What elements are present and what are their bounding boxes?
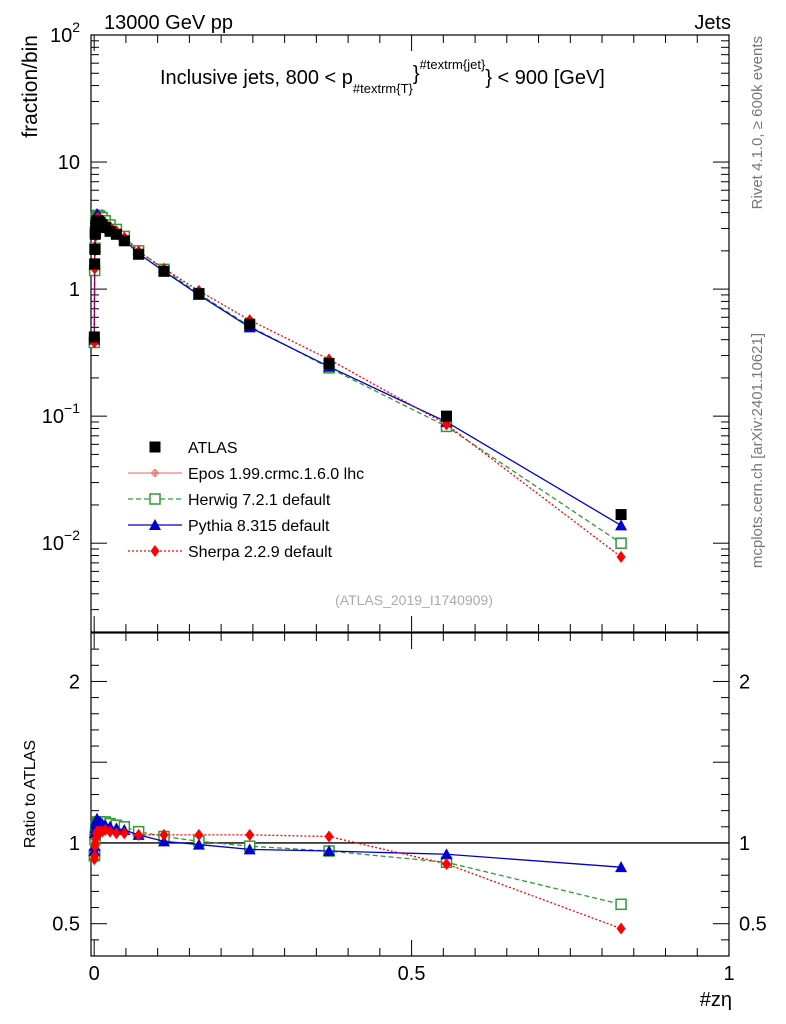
title-sup: #textrm{jet}	[420, 57, 486, 72]
ratio-sherpa-point	[105, 825, 115, 838]
legend-pythia-marker	[149, 519, 161, 530]
ratio-herwig-point	[615, 898, 627, 911]
title-rest: } < 900 [GeV]	[485, 67, 605, 89]
x-tick-label: 0.5	[398, 963, 426, 985]
ratio-sherpa-point	[324, 830, 334, 843]
ratio-sherpa-point	[616, 922, 626, 935]
ratio-ytick-label-right: 1	[739, 833, 750, 855]
main-atlas-point	[110, 228, 122, 240]
main-ylabel: fraction/bin	[19, 35, 42, 138]
header-right: Jets	[694, 12, 731, 34]
ratio-axis-ticks	[91, 632, 730, 957]
title-main: Inclusive jets, 800 < p	[160, 67, 353, 89]
main-herwig-point	[615, 537, 627, 549]
ratio-ytick-label-left: 1	[69, 833, 80, 855]
main-ytick-label: 102	[50, 19, 80, 47]
ratio-pythia-point	[243, 843, 256, 855]
ratio-ytick-label-right: 2	[739, 671, 750, 693]
main-atlas-point	[118, 235, 130, 247]
ratio-pythia-point	[440, 848, 453, 860]
legend-herwig-marker	[149, 493, 161, 505]
main-atlas-point	[193, 288, 205, 300]
ratio-sherpa-point	[442, 857, 452, 870]
main-series	[88, 208, 628, 563]
main-atlas-point	[323, 357, 335, 369]
main-ytick-base: 10	[50, 25, 72, 47]
legend: ATLAS Epos 1.99.crmc.1.6.0 lhc Herwig 7.2.…	[128, 440, 364, 561]
ratio-ytick-label-left: 0.5	[52, 914, 80, 936]
x-tick-label: 0	[89, 963, 100, 985]
main-atlas-point	[615, 509, 627, 521]
legend-sherpa-marker	[150, 545, 160, 557]
ratio-pythia-point	[192, 838, 205, 850]
ratio-panel: 2 21 10.5 0.5 0 0.5 1 Ratio to ATLAS #zη	[22, 632, 767, 1011]
ratio-ylabel: Ratio to ATLAS	[22, 740, 39, 848]
main-axis-ticks	[91, 34, 730, 633]
main-ytick-label: 1	[69, 279, 80, 301]
main-atlas-point	[88, 331, 100, 343]
rivet-label: Rivet 4.1.0, ≥ 600k events	[749, 36, 766, 209]
main-frame	[90, 34, 730, 633]
header-left: 13000 GeV pp	[104, 12, 233, 34]
main-atlas-point	[89, 258, 101, 270]
main-ytick-label: 10	[58, 152, 80, 174]
ratio-sherpa-point	[159, 828, 169, 841]
main-ytick-exp: 2	[72, 19, 80, 35]
ratio-series	[88, 812, 628, 935]
legend-epos-marker-ring	[151, 469, 159, 477]
ratio-pythia-point	[323, 845, 336, 857]
ratio-sherpa-line	[93, 829, 622, 930]
ratio-ytick-label-right: 0.5	[739, 914, 767, 936]
ratio-ytick-label-left: 2	[69, 671, 80, 693]
main-ytick-exp: −1	[64, 400, 80, 416]
main-atlas-point	[89, 243, 101, 255]
ratio-sherpa-point	[111, 827, 121, 840]
legend-epos-label: Epos 1.99.crmc.1.6.0 lhc	[188, 466, 364, 483]
main-ytick-base: 10	[42, 533, 64, 555]
ratio-y-tick-labels: 2 2 1 1 0.5 0.5	[52, 671, 767, 935]
main-sherpa-line	[93, 216, 622, 558]
main-ytick-exp: −2	[64, 527, 80, 543]
x-tick-label: 1	[723, 963, 734, 985]
legend-atlas-marker	[149, 441, 161, 453]
main-pythia-point	[615, 519, 628, 531]
ratio-sherpa-point	[134, 828, 144, 841]
x-tick-labels: 0 0.5 1	[89, 963, 735, 985]
ratio-sherpa-point	[194, 828, 204, 841]
main-title: Inclusive jets, 800 < p#textrm{T}}#textr…	[160, 57, 605, 96]
ratio-sherpa-point	[119, 827, 129, 840]
ratio-sherpa-point	[90, 849, 100, 862]
ratio-sherpa-point	[245, 828, 255, 841]
main-atlas-point	[104, 225, 116, 237]
main-ytick-label: 10−1	[42, 400, 80, 428]
main-atlas-point	[133, 248, 145, 260]
main-atlas-point	[89, 228, 101, 240]
title-sub: #textrm{T}	[353, 81, 414, 96]
title-closebrace: }	[413, 63, 420, 85]
main-ytick-base: 10	[42, 406, 64, 428]
legend-herwig-label: Herwig 7.2.1 default	[188, 492, 331, 509]
main-sherpa-point	[616, 550, 626, 563]
analysis-id: (ATLAS_2019_I1740909)	[335, 592, 493, 608]
main-ytick-label: 10−2	[42, 527, 80, 555]
main-atlas-point	[441, 410, 453, 422]
x-axis-label: #zη	[700, 989, 732, 1011]
main-atlas-point	[244, 318, 256, 330]
mcplots-label: mcplots.cern.ch [arXiv:2401.10621]	[749, 333, 766, 568]
main-atlas-point	[158, 265, 170, 277]
ratio-pythia-point	[615, 861, 628, 873]
main-herwig-line	[93, 214, 622, 544]
legend-pythia-label: Pythia 8.315 default	[188, 518, 330, 535]
legend-atlas-label: ATLAS	[188, 440, 238, 457]
legend-sherpa-label: Sherpa 2.2.9 default	[188, 544, 333, 561]
ratio-frame	[90, 632, 730, 957]
